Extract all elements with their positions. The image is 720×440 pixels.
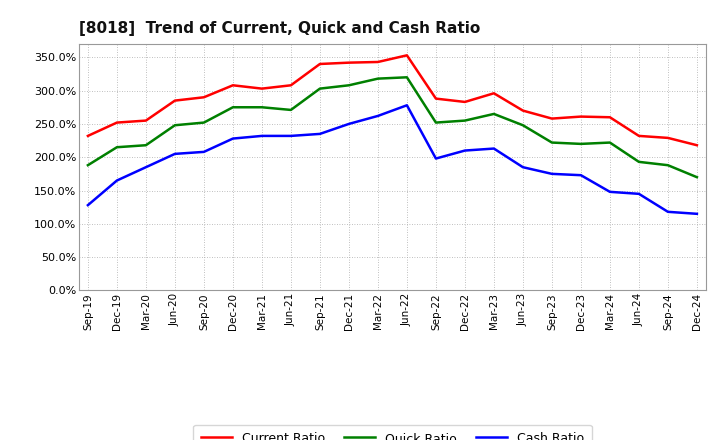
Quick Ratio bbox=[548, 140, 557, 145]
Current Ratio bbox=[431, 96, 440, 101]
Quick Ratio bbox=[693, 175, 701, 180]
Cash Ratio bbox=[518, 165, 527, 170]
Current Ratio bbox=[287, 83, 295, 88]
Line: Cash Ratio: Cash Ratio bbox=[88, 105, 697, 214]
Current Ratio bbox=[258, 86, 266, 91]
Quick Ratio bbox=[664, 162, 672, 168]
Quick Ratio bbox=[345, 83, 354, 88]
Quick Ratio bbox=[199, 120, 208, 125]
Current Ratio bbox=[228, 83, 237, 88]
Quick Ratio bbox=[287, 107, 295, 113]
Quick Ratio bbox=[518, 123, 527, 128]
Current Ratio bbox=[84, 133, 92, 139]
Line: Quick Ratio: Quick Ratio bbox=[88, 77, 697, 177]
Cash Ratio bbox=[374, 113, 382, 118]
Current Ratio bbox=[112, 120, 121, 125]
Current Ratio bbox=[199, 95, 208, 100]
Current Ratio bbox=[664, 135, 672, 140]
Quick Ratio bbox=[634, 159, 643, 165]
Text: [8018]  Trend of Current, Quick and Cash Ratio: [8018] Trend of Current, Quick and Cash … bbox=[79, 21, 480, 36]
Legend: Current Ratio, Quick Ratio, Cash Ratio: Current Ratio, Quick Ratio, Cash Ratio bbox=[193, 425, 592, 440]
Current Ratio bbox=[606, 114, 614, 120]
Current Ratio bbox=[548, 116, 557, 121]
Cash Ratio bbox=[664, 209, 672, 214]
Cash Ratio bbox=[693, 211, 701, 216]
Quick Ratio bbox=[577, 141, 585, 147]
Cash Ratio bbox=[84, 202, 92, 208]
Cash Ratio bbox=[112, 178, 121, 183]
Current Ratio bbox=[374, 59, 382, 65]
Cash Ratio bbox=[171, 151, 179, 157]
Cash Ratio bbox=[490, 146, 498, 151]
Current Ratio bbox=[518, 108, 527, 113]
Cash Ratio bbox=[345, 121, 354, 127]
Quick Ratio bbox=[461, 118, 469, 123]
Quick Ratio bbox=[258, 105, 266, 110]
Line: Current Ratio: Current Ratio bbox=[88, 55, 697, 145]
Cash Ratio bbox=[634, 191, 643, 197]
Cash Ratio bbox=[287, 133, 295, 139]
Cash Ratio bbox=[606, 189, 614, 194]
Quick Ratio bbox=[142, 143, 150, 148]
Quick Ratio bbox=[315, 86, 324, 91]
Cash Ratio bbox=[402, 103, 411, 108]
Current Ratio bbox=[345, 60, 354, 65]
Current Ratio bbox=[634, 133, 643, 139]
Cash Ratio bbox=[461, 148, 469, 153]
Quick Ratio bbox=[490, 111, 498, 117]
Quick Ratio bbox=[171, 123, 179, 128]
Quick Ratio bbox=[228, 105, 237, 110]
Current Ratio bbox=[490, 91, 498, 96]
Cash Ratio bbox=[258, 133, 266, 139]
Cash Ratio bbox=[315, 131, 324, 136]
Current Ratio bbox=[577, 114, 585, 119]
Cash Ratio bbox=[577, 172, 585, 178]
Quick Ratio bbox=[84, 162, 92, 168]
Quick Ratio bbox=[606, 140, 614, 145]
Current Ratio bbox=[402, 53, 411, 58]
Cash Ratio bbox=[228, 136, 237, 141]
Current Ratio bbox=[142, 118, 150, 123]
Current Ratio bbox=[693, 143, 701, 148]
Cash Ratio bbox=[431, 156, 440, 161]
Current Ratio bbox=[315, 61, 324, 66]
Current Ratio bbox=[461, 99, 469, 105]
Quick Ratio bbox=[112, 145, 121, 150]
Cash Ratio bbox=[548, 171, 557, 176]
Quick Ratio bbox=[402, 75, 411, 80]
Cash Ratio bbox=[142, 165, 150, 170]
Quick Ratio bbox=[431, 120, 440, 125]
Cash Ratio bbox=[199, 149, 208, 154]
Current Ratio bbox=[171, 98, 179, 103]
Quick Ratio bbox=[374, 76, 382, 81]
